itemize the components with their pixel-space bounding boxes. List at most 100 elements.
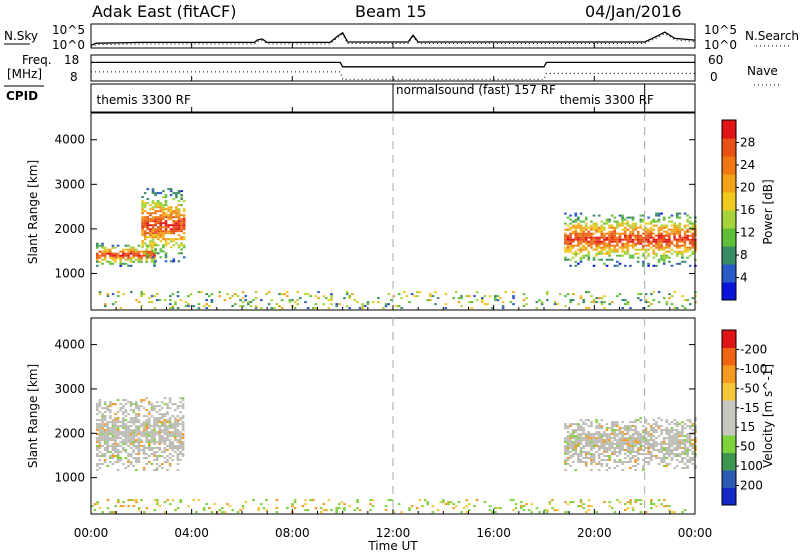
velocity-cell	[163, 423, 167, 426]
power-cell	[249, 301, 253, 304]
power-cell	[452, 297, 455, 300]
power-cell	[579, 240, 583, 243]
velocity-cell	[584, 435, 588, 438]
velocity-cell	[314, 507, 318, 510]
power-cell	[577, 242, 580, 245]
velocity-cell	[688, 437, 692, 440]
velocity-cell	[155, 401, 159, 404]
power-cell	[247, 303, 250, 306]
velocity-cell	[119, 451, 122, 453]
power-cell	[146, 198, 150, 201]
power-cell	[657, 226, 661, 229]
power-cell	[151, 238, 155, 241]
power-cell	[143, 234, 147, 237]
velocity-cell	[171, 433, 174, 436]
velocity-cell	[569, 451, 572, 453]
velocity-cell	[668, 443, 671, 445]
power-cell	[111, 254, 115, 257]
time-axis-title: Time UT	[367, 539, 418, 553]
velocity-cell	[101, 511, 104, 514]
velocity-cell	[631, 455, 635, 457]
velocity-cell	[174, 431, 177, 434]
power-cell	[577, 244, 580, 247]
power-cell	[180, 196, 183, 199]
velocity-cell	[106, 409, 109, 412]
power-cell	[595, 246, 598, 249]
velocity-cell	[166, 435, 169, 438]
velocity-cell	[148, 427, 151, 430]
velocity-cell	[691, 425, 695, 428]
power-cell	[175, 242, 178, 245]
velocity-cell	[163, 427, 167, 430]
power-cell	[636, 226, 640, 229]
power-cell	[175, 206, 178, 209]
power-cell	[143, 202, 147, 205]
power-cell	[564, 212, 567, 215]
power-cell	[660, 238, 663, 241]
power-cell	[180, 228, 183, 231]
power-cell	[137, 256, 141, 259]
velocity-cell	[171, 427, 174, 430]
velocity-cell	[127, 505, 130, 508]
noise-sky-line	[90, 31, 696, 46]
power-cell	[600, 240, 604, 243]
velocity-cell	[650, 503, 653, 506]
power-cell	[169, 295, 172, 298]
velocity-cell	[616, 439, 619, 442]
velocity-cell	[571, 423, 575, 426]
velocity-cell	[566, 451, 570, 453]
velocity-cell	[129, 433, 133, 436]
power-cell	[574, 230, 578, 233]
velocity-cell	[137, 441, 141, 444]
velocity-cell	[652, 443, 656, 445]
velocity-cell	[634, 439, 637, 442]
velocity-cell	[613, 459, 617, 461]
power-cell	[623, 246, 627, 249]
power-cell	[106, 250, 109, 253]
velocity-cell	[426, 501, 429, 504]
noise-left-label: N.Sky	[4, 29, 38, 43]
velocity-cell	[686, 433, 689, 436]
velocity-cell	[166, 455, 169, 457]
velocity-cell	[605, 437, 609, 440]
velocity-cell	[629, 447, 632, 449]
power-cell	[116, 256, 120, 259]
power-cell	[623, 244, 627, 247]
velocity-cell	[663, 505, 666, 508]
power-cell	[634, 224, 637, 227]
power-cell	[132, 252, 135, 255]
velocity-cell	[686, 435, 689, 438]
velocity-cell	[668, 505, 671, 508]
velocity-cell	[590, 441, 593, 444]
power-cell	[595, 297, 598, 300]
power-cell	[127, 248, 130, 251]
velocity-cell	[174, 429, 177, 432]
power-cell	[621, 244, 624, 247]
velocity-cell	[153, 439, 156, 442]
velocity-cell	[566, 441, 570, 444]
power-cell	[106, 252, 109, 255]
power-cell	[652, 244, 656, 247]
power-cell	[140, 295, 143, 298]
velocity-cell	[686, 465, 689, 467]
power-cell	[154, 222, 157, 225]
velocity-cell	[595, 463, 598, 465]
power-cell	[675, 232, 679, 235]
velocity-cell	[155, 421, 159, 424]
velocity-cell	[579, 425, 583, 428]
velocity-cell	[608, 427, 611, 430]
power-cell	[210, 301, 214, 304]
power-cell	[608, 232, 611, 235]
power-cell	[154, 242, 157, 245]
power-cell	[665, 244, 669, 247]
power-cell	[688, 254, 692, 257]
velocity-cell	[145, 415, 148, 418]
velocity-cell	[462, 507, 466, 510]
power-cell	[592, 238, 596, 241]
power-cell	[148, 256, 151, 259]
velocity-cell	[330, 509, 333, 512]
power-cell	[137, 252, 141, 255]
velocity-cell	[634, 421, 637, 424]
velocity-cell	[670, 429, 674, 432]
velocity-cell	[179, 411, 182, 414]
